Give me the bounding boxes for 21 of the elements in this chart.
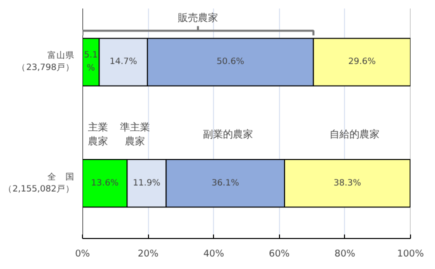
x-tick-label: 80% <box>334 248 356 260</box>
data-label: 14.7% <box>110 57 138 68</box>
x-tick-label: 60% <box>268 248 290 260</box>
data-label: 29.6% <box>348 57 376 68</box>
data-label: 11.9% <box>132 178 160 188</box>
data-label: 38.3% <box>334 178 362 188</box>
series-label: 副業的農家 <box>202 128 253 140</box>
series-label: 主業農家 <box>88 121 108 148</box>
data-label: 5.1% <box>84 50 98 74</box>
data-label: 50.6% <box>216 57 244 68</box>
data-label: 36.1% <box>212 178 240 188</box>
series-label: 準主業農家 <box>120 121 150 148</box>
series-label: 自給的農家 <box>330 128 380 140</box>
y-tick-label: 富山県（23,798戸） <box>17 50 75 74</box>
annotation: 販売農家 <box>178 12 218 24</box>
data-label: 13.6% <box>91 178 119 188</box>
x-tick-label: 100% <box>397 248 424 260</box>
x-tick-label: 40% <box>203 248 224 260</box>
y-tick-label: 全 国（2,155,082戸） <box>3 171 75 194</box>
x-tick-label: 20% <box>138 248 159 260</box>
x-tick-label: 0% <box>75 248 90 260</box>
